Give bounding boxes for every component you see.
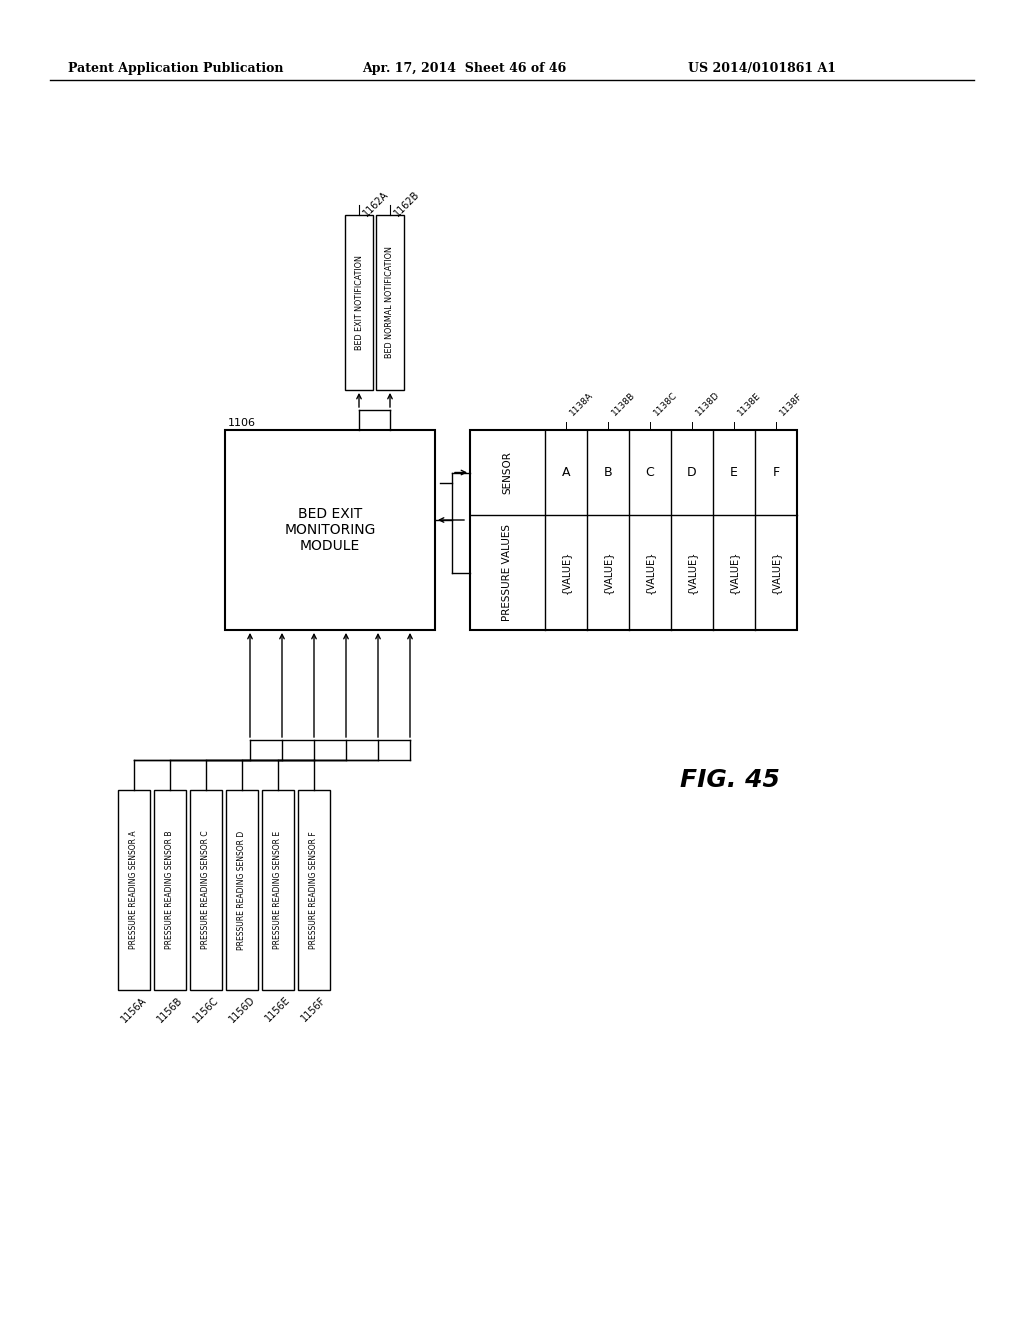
Text: PRESSURE READING SENSOR B: PRESSURE READING SENSOR B (166, 830, 174, 949)
Bar (345, 215, 373, 389)
Bar (190, 789, 222, 990)
Text: 1138B: 1138B (610, 389, 637, 417)
Text: F: F (772, 466, 779, 479)
Text: 1156C: 1156C (191, 995, 220, 1024)
Text: B: B (604, 466, 612, 479)
Text: PRESSURE READING SENSOR A: PRESSURE READING SENSOR A (129, 830, 138, 949)
Bar (376, 215, 404, 389)
Text: 1138D: 1138D (694, 389, 722, 417)
Text: 1138A: 1138A (568, 389, 595, 417)
Text: Apr. 17, 2014  Sheet 46 of 46: Apr. 17, 2014 Sheet 46 of 46 (362, 62, 566, 75)
Bar (226, 789, 258, 990)
Text: FIG. 45: FIG. 45 (680, 768, 780, 792)
Text: {VALUE}: {VALUE} (603, 550, 613, 594)
Text: D: D (687, 466, 696, 479)
Text: SENSOR: SENSOR (503, 451, 512, 494)
Text: PRESSURE VALUES: PRESSURE VALUES (503, 524, 512, 620)
Text: PRESSURE READING SENSOR F: PRESSURE READING SENSOR F (309, 832, 318, 949)
Text: E: E (730, 466, 738, 479)
Text: {VALUE}: {VALUE} (771, 550, 781, 594)
Bar (470, 430, 797, 630)
Text: {VALUE}: {VALUE} (729, 550, 739, 594)
Text: {VALUE}: {VALUE} (687, 550, 697, 594)
Bar (262, 789, 294, 990)
Bar (118, 789, 150, 990)
Text: 1138C: 1138C (652, 389, 679, 417)
Text: PRESSURE READING SENSOR C: PRESSURE READING SENSOR C (202, 830, 211, 949)
Text: PRESSURE READING SENSOR D: PRESSURE READING SENSOR D (238, 830, 247, 949)
Text: 1156E: 1156E (263, 995, 293, 1024)
Bar (154, 789, 186, 990)
Text: {VALUE}: {VALUE} (645, 550, 655, 594)
Text: PRESSURE READING SENSOR E: PRESSURE READING SENSOR E (273, 830, 283, 949)
Text: US 2014/0101861 A1: US 2014/0101861 A1 (688, 62, 836, 75)
Text: {VALUE}: {VALUE} (561, 550, 571, 594)
Bar (298, 789, 330, 990)
Text: 1106: 1106 (228, 418, 256, 428)
Text: 1138E: 1138E (736, 391, 763, 417)
Text: Patent Application Publication: Patent Application Publication (68, 62, 284, 75)
Text: A: A (562, 466, 570, 479)
Text: 1162B: 1162B (392, 189, 421, 218)
Text: BED NORMAL NOTIFICATION: BED NORMAL NOTIFICATION (385, 247, 394, 359)
Text: BED EXIT NOTIFICATION: BED EXIT NOTIFICATION (354, 255, 364, 350)
Text: 1156D: 1156D (227, 995, 257, 1024)
Text: 1156A: 1156A (120, 995, 148, 1024)
Text: 1138F: 1138F (778, 391, 804, 417)
Text: C: C (645, 466, 654, 479)
Text: 1156F: 1156F (300, 995, 329, 1023)
Text: 1156B: 1156B (156, 995, 184, 1024)
Text: BED EXIT
MONITORING
MODULE: BED EXIT MONITORING MODULE (285, 507, 376, 553)
Text: 1162A: 1162A (361, 189, 390, 218)
Bar (225, 430, 435, 630)
